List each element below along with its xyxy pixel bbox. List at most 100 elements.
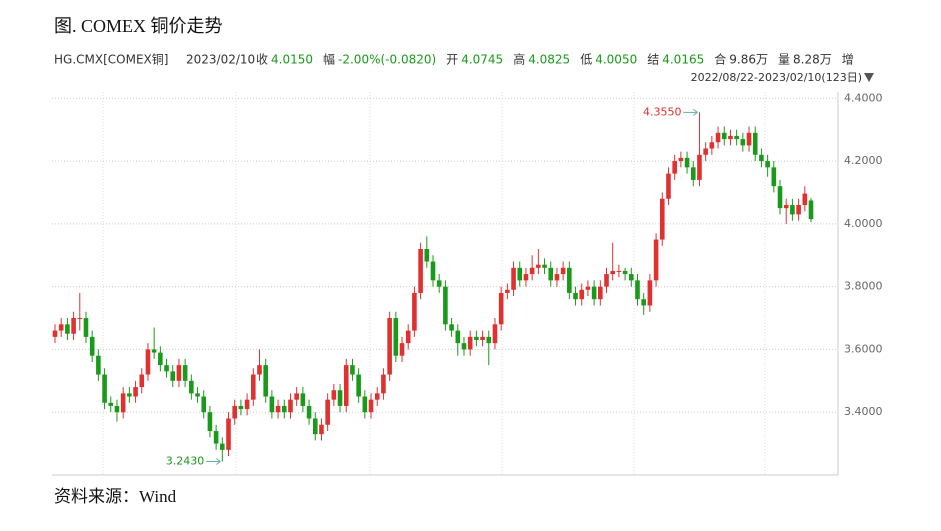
candle-body [734,135,739,140]
y-tick-label: 3.6000 [844,342,883,355]
annotation-label: 3.2430 [166,455,205,468]
candle-body [542,264,547,268]
candle-body [71,318,76,334]
candle-body [405,330,411,344]
candle-body [604,274,609,287]
candle-body [697,154,702,180]
candle-body [511,267,516,290]
candle-body [517,267,523,281]
candle-body [52,330,58,337]
candle-body [573,292,578,300]
candle-body [114,405,120,413]
candle-body [108,402,114,406]
y-tick-label: 3.8000 [844,280,883,293]
candle-body [244,399,250,410]
candle-body [102,374,107,403]
candle-body [139,374,145,388]
candle-body [418,248,423,293]
quote-value: 4.0745 [461,53,503,67]
candle-body [641,299,646,306]
candle-body [77,318,83,320]
candle-body [399,343,405,356]
candle-body [83,318,89,337]
candle-body [58,324,64,331]
candle-body [529,267,535,275]
candle-body [684,157,690,168]
candle-body [740,139,746,146]
candle-body [672,161,677,174]
candle-body [536,264,541,268]
candle-body [164,365,169,372]
candle-body [201,396,207,413]
candle-body [492,324,498,344]
candle-body [158,352,163,366]
quote-label: 结 [647,53,659,67]
quote-more: 增 [842,53,854,67]
dropdown-arrow[interactable] [864,73,874,82]
quote-label: 低 [580,53,592,67]
candle-body [207,412,213,432]
quote-label: 开 [446,53,458,67]
figure-title: 图. COMEX 铜价走势 [54,16,223,36]
quote-label: 量 [778,53,790,67]
candle-body [554,274,560,281]
candle-body [610,270,616,275]
candle-body [331,390,337,400]
candle-body [585,286,591,290]
candle-body [647,280,653,306]
annotation-arrow [216,458,221,465]
candle-body [381,374,386,394]
quote-value: 4.0050 [595,53,637,67]
candle-body [226,418,231,450]
candle-body [777,186,783,209]
candle-body [678,157,684,162]
candle-body [133,387,138,397]
candle-body [790,205,795,215]
candle-body [220,443,225,450]
candle-body [387,318,392,375]
date-range[interactable]: 2022/08/22-2023/02/10(123日) [691,71,862,84]
y-tick-label: 4.4000 [844,91,883,104]
candle-body [480,336,485,341]
candle-body [325,399,330,425]
quote-label: 收 [256,53,268,67]
candle-body [300,393,306,406]
quote-value: 4.0165 [662,53,704,67]
candle-body [715,132,721,143]
candle-body [616,270,622,272]
candle-body [628,274,634,281]
candle-body [213,431,219,444]
candle-body [263,365,268,397]
candle-body [250,374,256,400]
candle-body [89,336,95,356]
annotation-arrow [693,109,698,116]
candle-body [455,330,461,344]
annotation-label: 4.3550 [643,105,682,118]
candle-body [182,365,188,381]
candle-body [356,374,361,397]
candle-body [424,248,430,262]
candle-body [796,205,801,215]
y-tick-label: 4.2000 [844,154,883,167]
candle-body [752,132,758,155]
candle-body [412,292,417,331]
quote-label: 幅 [323,52,335,67]
candle-body [728,135,733,140]
candle-body [306,405,312,419]
candle-body [189,380,194,394]
candle-body [269,396,275,413]
candle-body [746,132,752,146]
candle-body [808,200,814,220]
candle-body [374,393,380,400]
candle-body [474,336,479,341]
candle-body [288,399,293,413]
candle-body [591,286,597,300]
quote-label: 高 [513,52,525,67]
candle-body [350,365,355,375]
candle-body [257,365,262,375]
y-tick-label: 4.0000 [844,217,883,230]
candle-body [690,167,696,180]
quote-date: 2023/02/10 [186,53,255,67]
symbol: HG.CMX[COMEX铜] [54,52,168,67]
candle-body [170,371,176,381]
